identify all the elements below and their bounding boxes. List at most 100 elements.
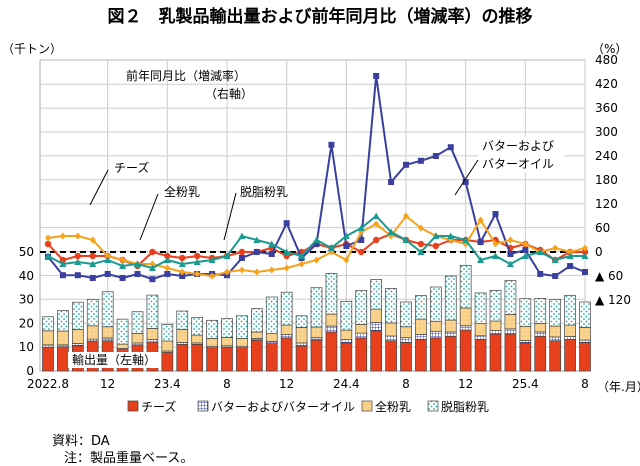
- bar-cheese: [206, 347, 218, 372]
- bar-wmp: [489, 320, 502, 331]
- x-tick-label: 25.4: [512, 377, 539, 391]
- point-butter: [119, 275, 126, 281]
- bar-cheese: [310, 339, 323, 372]
- bar-smp: [549, 299, 562, 327]
- point-cheese: [193, 252, 201, 260]
- point-cheese: [417, 240, 425, 248]
- bar-cheese: [564, 338, 576, 372]
- bar-smp: [161, 324, 174, 342]
- left-tick-label: 30: [19, 293, 34, 307]
- bar-smp: [86, 299, 99, 327]
- point-smp: [462, 236, 470, 243]
- bar-wmp: [206, 338, 218, 347]
- left-tick-label: 20: [19, 316, 34, 330]
- annotation-wmp: 全粉乳: [164, 184, 200, 199]
- point-smp: [521, 252, 529, 259]
- bar-smp: [116, 318, 129, 345]
- bar-cheese: [325, 331, 338, 372]
- bar-cheese: [280, 337, 293, 372]
- annotation-cheese: チーズ: [114, 160, 149, 175]
- point-wmp: [194, 270, 201, 278]
- point-cheese: [44, 240, 52, 248]
- point-cheese: [238, 248, 246, 256]
- left-tick-label: 40: [19, 269, 34, 283]
- bar-smp: [191, 317, 204, 336]
- x-tick-label: 12: [279, 377, 294, 391]
- point-cheese: [358, 248, 365, 256]
- bar-butter: [280, 334, 293, 339]
- point-butter: [417, 157, 424, 164]
- bar-butter: [310, 337, 323, 341]
- point-wmp: [343, 256, 350, 264]
- point-wmp: [104, 252, 111, 260]
- point-butter: [373, 73, 380, 79]
- bar-wmp: [474, 323, 487, 337]
- bar-cheese: [57, 346, 69, 372]
- bar-wmp: [549, 325, 562, 338]
- bar-smp: [579, 301, 591, 328]
- x-tick-label: 8: [581, 377, 589, 391]
- point-wmp: [373, 220, 380, 228]
- point-wmp: [179, 268, 186, 276]
- label-bg: [238, 184, 298, 200]
- point-wmp: [522, 240, 529, 248]
- x-tick-label: 23.4: [154, 377, 181, 391]
- annotation-arrow: [89, 169, 109, 206]
- annotation-butter-2: バターオイル: [482, 157, 554, 171]
- point-butter: [328, 141, 335, 148]
- bar-cheese: [415, 339, 427, 372]
- bar-cheese: [444, 335, 457, 372]
- bar-cheese: [221, 346, 233, 372]
- bar-butter: [459, 325, 472, 331]
- point-smp: [238, 232, 246, 239]
- bar-wmp: [564, 324, 576, 337]
- bar-wmp: [101, 326, 114, 339]
- bar-cheese: [504, 333, 517, 372]
- legend-swatch: [197, 400, 209, 412]
- point-wmp: [582, 244, 588, 252]
- bar-butter: [101, 337, 114, 342]
- bar-butter: [549, 336, 562, 342]
- bar-smp: [415, 295, 427, 320]
- point-wmp: [149, 260, 156, 268]
- bar-cheese: [385, 340, 397, 372]
- legend-swatch: [127, 400, 139, 412]
- bar-smp: [489, 289, 502, 322]
- point-wmp: [74, 232, 81, 240]
- point-cheese: [89, 252, 96, 260]
- bar-smp: [146, 294, 159, 329]
- right-tick-label: 120: [595, 197, 618, 211]
- point-wmp: [507, 236, 514, 244]
- bar-butter: [519, 340, 532, 344]
- bar-smp: [355, 290, 368, 325]
- point-wmp: [253, 268, 260, 276]
- point-butter: [358, 237, 365, 243]
- point-butter: [149, 276, 156, 283]
- point-smp: [193, 258, 201, 265]
- point-smp: [357, 224, 365, 231]
- point-smp: [283, 248, 291, 255]
- point-smp: [581, 252, 589, 259]
- point-smp: [566, 252, 574, 259]
- bar-wmp: [429, 320, 442, 332]
- bar-cheese: [429, 337, 442, 372]
- point-cheese: [179, 254, 186, 262]
- bar-cheese: [355, 337, 368, 372]
- point-smp: [74, 258, 82, 265]
- point-cheese: [372, 236, 380, 244]
- bar-cheese: [459, 329, 472, 372]
- point-smp: [298, 252, 306, 259]
- point-butter: [522, 247, 529, 253]
- bar-smp: [534, 298, 547, 324]
- label-bg: [478, 136, 564, 172]
- bar-smp: [385, 288, 397, 324]
- bar-butter: [340, 339, 353, 344]
- bar-butter: [400, 337, 412, 343]
- bar-smp: [250, 308, 263, 333]
- point-wmp: [298, 260, 305, 268]
- bar-cheese: [161, 352, 174, 372]
- bar-smp: [429, 286, 442, 322]
- right-tick-label: 240: [595, 149, 618, 163]
- right-tick-label: 360: [595, 101, 618, 115]
- bar-cheese: [295, 345, 308, 372]
